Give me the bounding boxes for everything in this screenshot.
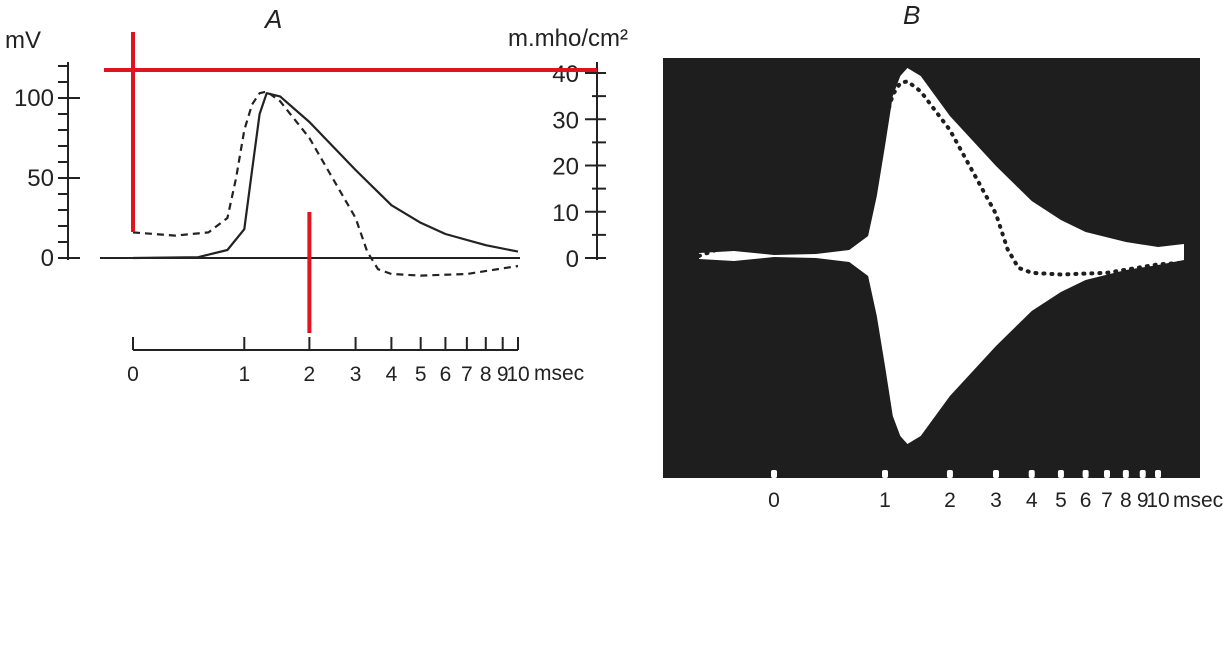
x-axis-tick-label: 0 [768,489,780,512]
x-axis-tick-label: 10 [1146,489,1169,512]
x-axis-tick-label: 8 [480,363,492,386]
x-axis-tick-label: 2 [944,489,956,512]
x-axis-tick [882,470,889,478]
panel-b-series [697,79,1186,277]
x-axis-tick-label: 7 [1101,489,1113,512]
x-axis-tick [1104,470,1111,478]
x-axis-tick [1028,470,1035,478]
left-axis-tick-label: 50 [27,165,54,192]
x-axis-tick-label: 5 [415,363,427,386]
panel-b-x-axis: 0 1 2 3 4 5 6 7 8 910 msec [768,470,1223,512]
x-axis-tick [1155,470,1161,478]
right-axis-tick-label: 10 [552,200,579,227]
membrane-potential-solid-curve [132,92,519,260]
right-axis-tick-label: 0 [566,246,579,273]
x-axis-tick [1057,470,1064,478]
x-axis-tick [993,470,1000,478]
left-axis-tick-label: 100 [14,85,54,112]
panel-a-annotations [104,32,597,333]
panel-a-x-axis: 0 1 2 3 4 5 6 7 8 910 msec [127,337,584,386]
panel-b: B 0 1 2 3 4 5 6 7 8 910 msec [663,0,1223,512]
x-axis-tick-label: 9 [497,363,509,386]
x-axis-tick [946,470,953,478]
panel-a-title: A [263,4,282,34]
panel-a-left-axis: 0 50 100 [14,62,80,272]
x-axis-tick-label: 4 [1026,489,1038,512]
x-axis-unit: msec [1173,489,1223,512]
computed-potential-dashed-curve [132,90,519,277]
right-axis-tick-label: 30 [552,107,579,134]
panel-a-right-axis: 0 10 20 30 40 [552,61,606,273]
x-axis-tick-label: 8 [1120,489,1132,512]
x-axis-tick-label: 2 [304,363,316,386]
x-axis-tick [1082,470,1089,478]
x-axis-tick-label: 10 [506,363,529,386]
x-axis-unit: msec [534,362,584,385]
x-axis-tick [771,470,777,478]
panel-b-conductance-trace [699,68,1184,444]
x-axis-tick-label: 7 [461,363,473,386]
x-axis-tick-label: 6 [1080,489,1092,512]
left-axis-tick-label: 0 [41,245,54,272]
x-axis-tick-label: 5 [1055,489,1067,512]
panel-a-left-unit: mV [5,27,41,54]
x-axis-tick-label: 3 [350,363,362,386]
x-axis-tick-label: 3 [990,489,1002,512]
x-axis-tick [1122,470,1129,478]
x-axis-tick-label: 0 [127,363,139,386]
right-axis-tick-label: 40 [552,61,579,88]
panel-b-title: B [903,0,920,30]
x-axis-tick-label: 1 [879,489,891,512]
x-axis-tick-label: 9 [1137,489,1149,512]
potential-dotted-curve [697,79,1186,277]
x-axis-tick [1139,470,1146,478]
x-axis-tick-label: 6 [440,363,452,386]
x-axis-tick-label: 1 [238,363,250,386]
panel-a-right-unit: m.mho/cm² [508,25,628,52]
right-axis-tick-label: 20 [552,154,579,181]
x-axis-tick-label: 4 [386,363,398,386]
conductance-envelope [699,68,1184,444]
